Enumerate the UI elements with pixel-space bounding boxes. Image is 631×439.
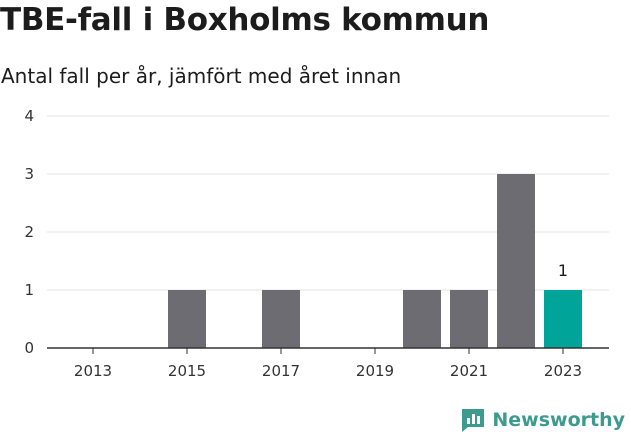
bar-2015 — [168, 290, 206, 348]
bars — [168, 174, 582, 348]
y-tick-label: 1 — [24, 281, 34, 299]
x-tick-label: 2021 — [450, 362, 488, 380]
bar-2020 — [403, 290, 441, 348]
data-label-2023: 1 — [558, 261, 568, 280]
brand-name: Newsworthy — [492, 409, 625, 431]
y-tick-label: 0 — [24, 339, 34, 357]
bar-chart: 0 1 2 3 4 1 2013 2015 2017 2019 2021 2023 — [24, 107, 609, 380]
chart-subtitle: Antal fall per år, jämfört med året inna… — [1, 64, 402, 88]
brand-logo: Newsworthy — [460, 407, 625, 433]
x-tick-label: 2017 — [262, 362, 300, 380]
newsworthy-logo-icon — [462, 409, 485, 432]
x-tick-label: 2023 — [544, 362, 582, 380]
x-tick-label: 2015 — [168, 362, 206, 380]
bar-2023 — [544, 290, 582, 348]
x-tick-label: 2013 — [74, 362, 112, 380]
y-tick-label: 4 — [24, 107, 34, 125]
bar-2021 — [450, 290, 488, 348]
bar-2022 — [497, 174, 535, 348]
axes — [47, 347, 609, 354]
x-tick-label: 2019 — [356, 362, 394, 380]
y-tick-label: 2 — [24, 223, 34, 241]
bar-2017 — [262, 290, 300, 348]
labels: 0 1 2 3 4 1 2013 2015 2017 2019 2021 2023 — [24, 107, 582, 380]
chart-title: TBE-fall i Boxholms kommun — [0, 2, 490, 38]
y-tick-label: 3 — [24, 165, 34, 183]
